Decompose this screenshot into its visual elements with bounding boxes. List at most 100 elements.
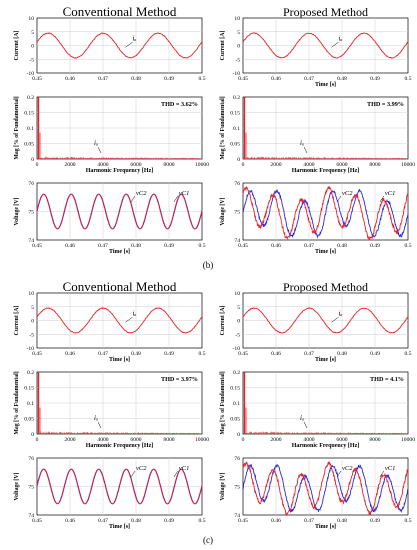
- vc1-label: vC1: [179, 465, 189, 472]
- y-axis-label: Current [A]: [220, 31, 226, 61]
- y-tick-label: 0: [31, 432, 34, 438]
- y-tick-label: 0: [31, 157, 34, 163]
- vc2-label: vC2: [136, 190, 147, 197]
- y-axis-label: Mag [% of Fundamental]: [220, 371, 226, 434]
- x-tick-label: 0.5: [405, 351, 412, 357]
- thd-label: THD = 3.97%: [161, 376, 198, 383]
- voltage-plot: 0.45 0.46 0.47 0.48 0.49 0.5 76 75 74 Voltage [V]…: [14, 456, 206, 530]
- annotation-arrow: [331, 42, 339, 48]
- x-axis-label: Time [s]: [315, 524, 336, 530]
- x-tick-label: 2000: [64, 162, 75, 168]
- x-tick-label: 0: [36, 162, 39, 168]
- y-tick-label: -5: [29, 332, 34, 338]
- x-tick-label: 0.45: [238, 243, 248, 249]
- y-tick-label: -10: [233, 346, 241, 352]
- annotation-arrow: [379, 470, 385, 478]
- x-tick-label: 2000: [270, 437, 281, 443]
- y-tick-label: 10: [234, 16, 240, 22]
- y-tick-label: 5: [237, 305, 240, 311]
- y-tick-label: 0.05: [24, 417, 34, 423]
- x-tick-label: 0.48: [131, 351, 141, 357]
- thd-label: THD = 3.62%: [161, 101, 198, 108]
- x-tick-label: 0.49: [370, 351, 380, 357]
- y-tick-label: 0: [31, 44, 34, 50]
- annotation-arrow: [125, 317, 133, 323]
- x-tick-label: 0.47: [304, 351, 314, 357]
- annotation-arrow: [379, 195, 385, 203]
- y-tick-label: 0.2: [233, 370, 240, 376]
- x-tick-label: 0.45: [32, 351, 42, 357]
- x-tick-label: 0.49: [164, 351, 174, 357]
- subfigure-label: (c): [203, 535, 213, 545]
- x-tick-label: 0.45: [238, 518, 248, 524]
- x-tick-label: 0.5: [405, 518, 412, 524]
- subfigure-label: (b): [203, 260, 214, 270]
- column-title: Proposed Method: [283, 5, 368, 19]
- y-tick-label: 0.2: [27, 95, 34, 101]
- x-tick-label: 10000: [401, 437, 415, 443]
- y-tick-label: 0: [237, 157, 240, 163]
- vc2-trace: [36, 468, 203, 505]
- x-axis-label: Harmonic Frequency [Hz]: [86, 168, 154, 174]
- annotation-arrow: [97, 421, 102, 429]
- spectrum-harmonics: [246, 431, 406, 434]
- y-tick-label: 0.1: [27, 401, 34, 407]
- vc2-trace: [242, 461, 409, 517]
- current-trace: [242, 307, 409, 334]
- y-tick-label: 5: [237, 30, 240, 36]
- x-axis-label: Time [s]: [109, 357, 130, 363]
- y-tick-label: 74: [234, 238, 240, 244]
- x-tick-label: 0.47: [98, 76, 108, 82]
- y-axis-label: Mag [% of Fundamental]: [14, 96, 20, 159]
- x-tick-label: 0.45: [32, 243, 42, 249]
- x-tick-label: 0.5: [199, 351, 206, 357]
- x-tick-label: 0.49: [370, 243, 380, 249]
- spectrum-harmonics: [40, 431, 200, 434]
- annotation-arrow: [130, 470, 136, 478]
- y-tick-label: 75: [234, 210, 240, 216]
- x-tick-label: 0.47: [98, 351, 108, 357]
- annotation-arrow: [331, 317, 339, 323]
- x-axis-label: Time [s]: [315, 357, 336, 363]
- y-tick-label: 0.05: [230, 417, 240, 423]
- y-tick-label: 0: [237, 44, 240, 50]
- vc2-label: vC2: [342, 465, 353, 472]
- x-tick-label: 2000: [64, 437, 75, 443]
- y-tick-label: -10: [233, 71, 241, 77]
- annotation-arrow: [125, 42, 133, 48]
- x-tick-label: 0.46: [65, 76, 75, 82]
- current-plot: 0.45 0.46 0.47 0.48 0.49 0.5 10 5 0 -5 -10 Time [s]…: [14, 291, 206, 363]
- x-tick-label: 10000: [195, 437, 209, 443]
- y-tick-label: -10: [27, 71, 35, 77]
- x-tick-label: 4000: [97, 162, 108, 168]
- x-tick-label: 0: [242, 437, 245, 443]
- spectrum-harmonics: [246, 156, 406, 159]
- y-axis-label: Mag [% of Fundamental]: [14, 371, 20, 434]
- x-tick-label: 0.48: [337, 518, 347, 524]
- x-tick-label: 10000: [401, 162, 415, 168]
- vc1-label: vC1: [385, 465, 395, 472]
- x-tick-label: 8000: [369, 162, 380, 168]
- x-axis-label: Time [s]: [109, 524, 130, 530]
- x-tick-label: 0.49: [164, 76, 174, 82]
- x-tick-label: 10000: [195, 162, 209, 168]
- x-tick-label: 8000: [163, 162, 174, 168]
- x-tick-label: 0.46: [271, 243, 281, 249]
- x-tick-label: 0.45: [32, 518, 42, 524]
- x-tick-label: 4000: [303, 162, 314, 168]
- x-tick-label: 0.48: [131, 518, 141, 524]
- x-tick-label: 0.47: [98, 243, 108, 249]
- x-tick-label: 6000: [130, 437, 141, 443]
- y-axis-label: Voltage [V]: [220, 197, 226, 225]
- x-tick-label: 0.5: [405, 76, 412, 82]
- y-tick-label: 74: [28, 238, 34, 244]
- spectrum-plot: 0 2000 4000 6000 8000 10000 0.2 0.15 0.1 0.05 0 Har…: [14, 370, 209, 449]
- x-tick-label: 0.49: [370, 76, 380, 82]
- column-title: Conventional Method: [63, 4, 177, 19]
- x-tick-label: 0.46: [271, 351, 281, 357]
- x-tick-label: 0.47: [304, 243, 314, 249]
- x-axis-label: Time [s]: [109, 249, 130, 255]
